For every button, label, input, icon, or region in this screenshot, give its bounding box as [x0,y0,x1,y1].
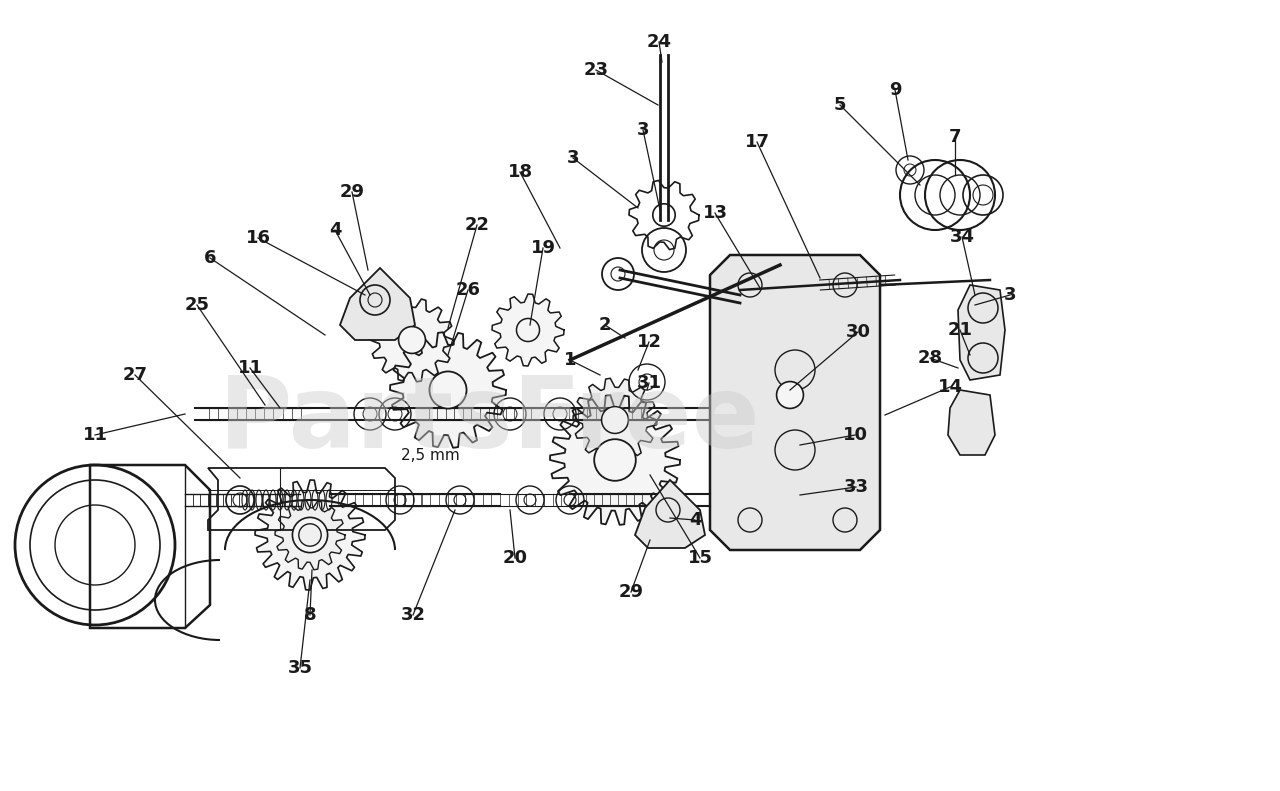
Text: 17: 17 [745,133,769,151]
Text: 14: 14 [937,378,963,396]
Text: 10: 10 [842,426,868,444]
Text: 19: 19 [530,239,556,257]
Circle shape [517,319,540,342]
Text: 23: 23 [584,61,608,79]
Text: 12: 12 [636,333,662,351]
Polygon shape [550,396,680,525]
Text: 1: 1 [563,351,576,369]
Text: 26: 26 [456,281,480,299]
Text: 24: 24 [646,33,672,51]
Text: 2,5 mm: 2,5 mm [401,448,460,463]
Text: 11: 11 [238,359,262,377]
Circle shape [430,372,467,409]
Text: 7: 7 [948,128,961,146]
Circle shape [777,381,804,408]
Polygon shape [390,332,506,448]
Polygon shape [275,500,346,570]
Text: PartsFree: PartsFree [219,372,760,468]
Text: 27: 27 [123,366,147,384]
Text: 35: 35 [288,659,312,677]
Text: 3: 3 [1004,286,1016,304]
Text: 31: 31 [636,374,662,392]
Text: 2: 2 [599,316,612,334]
Polygon shape [255,480,365,590]
Text: 29: 29 [618,583,644,601]
Circle shape [398,327,425,354]
Text: 32: 32 [401,606,425,624]
Text: 3: 3 [567,149,580,167]
Text: 8: 8 [303,606,316,624]
Text: 28: 28 [918,349,942,367]
Text: 4: 4 [689,511,701,529]
Text: 4: 4 [329,221,342,239]
Text: 15: 15 [687,549,713,567]
Circle shape [292,517,328,553]
Text: 22: 22 [465,216,489,234]
Polygon shape [370,298,454,382]
Polygon shape [710,255,881,550]
Text: 33: 33 [844,478,869,496]
Text: 34: 34 [950,228,974,246]
Polygon shape [340,268,415,340]
Text: 13: 13 [703,204,727,222]
Text: 11: 11 [82,426,108,444]
Circle shape [594,439,636,481]
Text: 25: 25 [184,296,210,314]
Polygon shape [492,294,564,366]
Polygon shape [573,378,657,462]
Polygon shape [635,480,705,548]
Text: 30: 30 [846,323,870,341]
Text: 9: 9 [888,81,901,99]
Circle shape [298,524,321,547]
Text: 29: 29 [339,183,365,201]
Text: 5: 5 [833,96,846,114]
Circle shape [602,407,628,433]
Text: 6: 6 [204,249,216,267]
Text: 3: 3 [636,121,649,139]
Polygon shape [948,390,995,455]
Text: 18: 18 [507,163,532,181]
Text: 21: 21 [947,321,973,339]
Polygon shape [957,285,1005,380]
Text: 20: 20 [503,549,527,567]
Text: 16: 16 [246,229,270,247]
Polygon shape [748,354,832,437]
